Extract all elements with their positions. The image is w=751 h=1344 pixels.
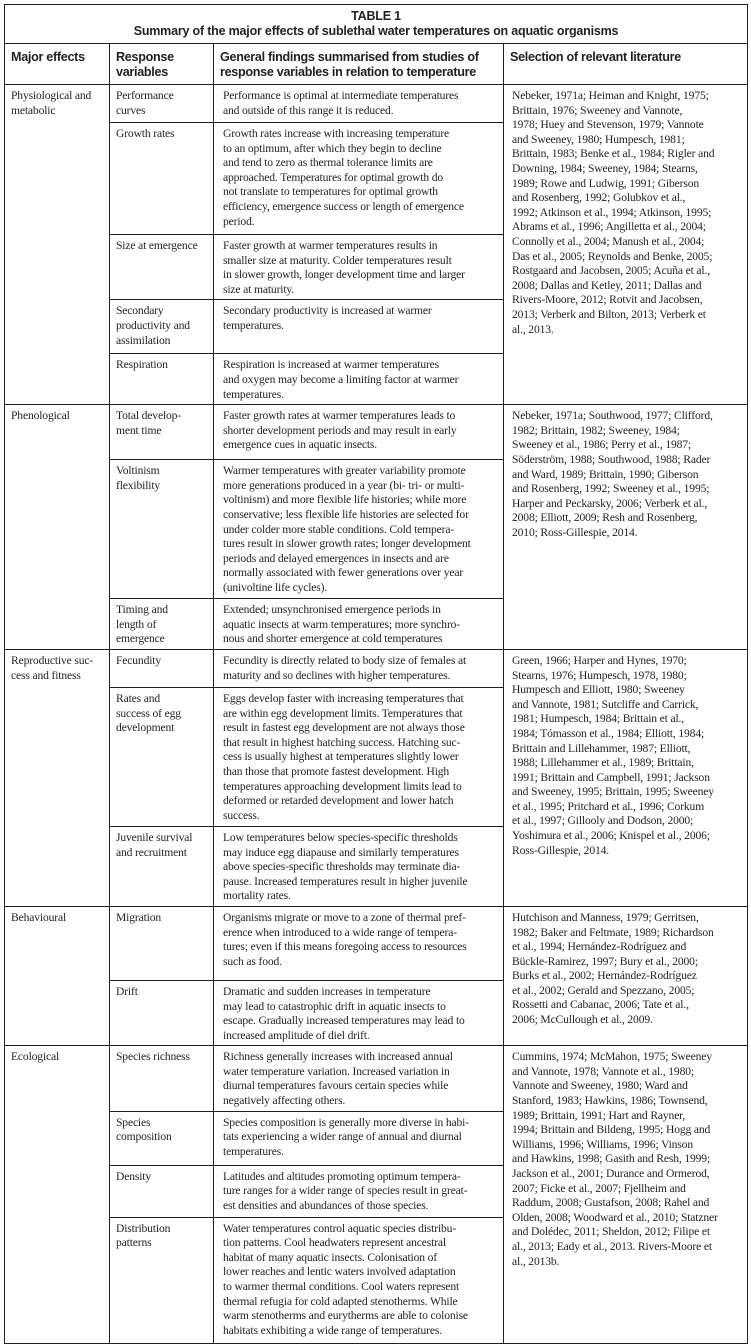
finding-cell: Organisms migrate or move to a zone of t…: [213, 905, 504, 981]
response-variable-cell: Secondary productivity and assimilation: [109, 299, 214, 355]
table-body: Physiological and metabolic Performance c…: [4, 83, 748, 1344]
finding-cell: Low temperatures below species-specific …: [213, 825, 504, 907]
finding-cell: Warmer temperatures with greater variabi…: [213, 459, 504, 600]
finding-cell: Faster growth at warmer temperatures res…: [213, 233, 504, 301]
response-variable-cell: Juvenile survival and recruitment: [109, 825, 214, 907]
effects-table: TABLE 1 Summary of the major effects of …: [4, 4, 748, 1344]
table-caption: Summary of the major effects of subletha…: [133, 24, 619, 38]
finding-cell: Water temperatures control aquatic speci…: [213, 1216, 504, 1344]
major-effect-cell: Physiological and metabolic: [4, 83, 110, 406]
table-row: Ecological Species richness Richness gener…: [4, 1045, 748, 1344]
finding-cell: Faster growth rates at warmer temperatur…: [213, 404, 504, 461]
response-variable-cell: Timing and length of emergence: [109, 598, 214, 650]
finding-cell: Performance is optimal at intermediate t…: [213, 84, 504, 123]
response-variable-cell: Performance curves: [109, 84, 214, 123]
table-row: Growth rates Growth rates increase with i…: [5, 122, 748, 235]
major-effect-cell: Phenological: [4, 404, 110, 650]
table-row: Reproductive suc- cess and fitness Fecund…: [4, 648, 748, 907]
response-variable-cell: Species richness: [109, 1045, 214, 1112]
table-row: Juvenile survival and recruitment Low tem…: [5, 825, 748, 907]
header-response-variables: Response variables: [109, 43, 214, 85]
header-major-effects: Major effects: [4, 43, 110, 85]
table-row: Species composition Species composition i…: [5, 1110, 748, 1166]
response-variable-cell: Voltinism flexibility: [109, 459, 214, 600]
table-row: Rates and success of egg development Eggs…: [5, 686, 748, 827]
literature-cell: Nebeker, 1971a; Southwood, 1977; Cliffor…: [503, 404, 748, 650]
literature-cell: Green, 1966; Harper and Hynes, 1970; Ste…: [503, 648, 748, 907]
response-variable-cell: Drift: [109, 979, 214, 1047]
table-row: Physiological and metabolic Performance c…: [4, 83, 748, 406]
response-variable-cell: Distribution patterns: [109, 1216, 214, 1344]
finding-cell: Extended; unsynchronised emergence perio…: [213, 598, 504, 650]
finding-cell: Dramatic and sudden increases in tempera…: [213, 979, 504, 1047]
table-row: Drift Dramatic and sudden increases in te…: [5, 979, 748, 1047]
finding-cell: Eggs develop faster with increasing temp…: [213, 686, 504, 827]
response-variable-cell: Species composition: [109, 1110, 214, 1166]
literature-cell: Cummins, 1974; McMahon, 1975; Sweeney an…: [503, 1045, 748, 1344]
table-row: Voltinism flexibility Warmer temperatures…: [5, 459, 748, 600]
table-title-cell: TABLE 1 Summary of the major effects of …: [4, 4, 748, 44]
response-variable-cell: Growth rates: [109, 122, 214, 235]
response-variable-cell: Density: [109, 1164, 214, 1218]
response-variable-cell: Total develop- ment time: [109, 404, 214, 461]
table-row: Secondary productivity and assimilation S…: [5, 299, 748, 355]
finding-cell: Species composition is generally more di…: [213, 1110, 504, 1166]
response-variable-cell: Respiration: [109, 353, 214, 406]
response-variable-cell: Rates and success of egg development: [109, 686, 214, 827]
table-row: Phenological Total develop- ment time Fast…: [4, 404, 748, 650]
finding-cell: Fecundity is directly related to body si…: [213, 648, 504, 688]
finding-cell: Secondary productivity is increased at w…: [213, 299, 504, 355]
literature-cell: Hutchison and Manness, 1979; Gerritsen, …: [503, 905, 748, 1047]
major-effect-cell: Reproductive suc- cess and fitness: [4, 648, 110, 907]
response-variable-cell: Size at emergence: [109, 233, 214, 301]
major-effect-cell: Ecological: [4, 1045, 110, 1344]
major-effect-cell: Behavioural: [4, 905, 110, 1047]
header-literature: Selection of relevant literature: [503, 43, 748, 85]
finding-cell: Richness generally increases with increa…: [213, 1045, 504, 1112]
literature-cell: Nebeker, 1971a; Heiman and Knight, 1975;…: [503, 83, 748, 406]
table-row: Size at emergence Faster growth at warmer…: [5, 233, 748, 301]
response-variable-cell: Migration: [109, 905, 214, 981]
response-variable-cell: Fecundity: [109, 648, 214, 688]
finding-cell: Latitudes and altitudes promoting optimu…: [213, 1164, 504, 1218]
table-row: Respiration Respiration is increased at w…: [5, 353, 748, 406]
header-general-findings: General findings summarised from studies…: [213, 43, 504, 85]
table-row: Behavioural Migration Organisms migrate or…: [4, 905, 748, 1047]
table-row: Density Latitudes and altitudes promoting…: [5, 1164, 748, 1218]
finding-cell: Respiration is increased at warmer tempe…: [213, 353, 504, 406]
finding-cell: Growth rates increase with increasing te…: [213, 122, 504, 235]
table-row: Timing and length of emergence Extended; …: [5, 598, 748, 650]
table-row: Distribution patterns Water temperatures …: [5, 1216, 748, 1344]
table-label: TABLE 1: [351, 9, 401, 23]
